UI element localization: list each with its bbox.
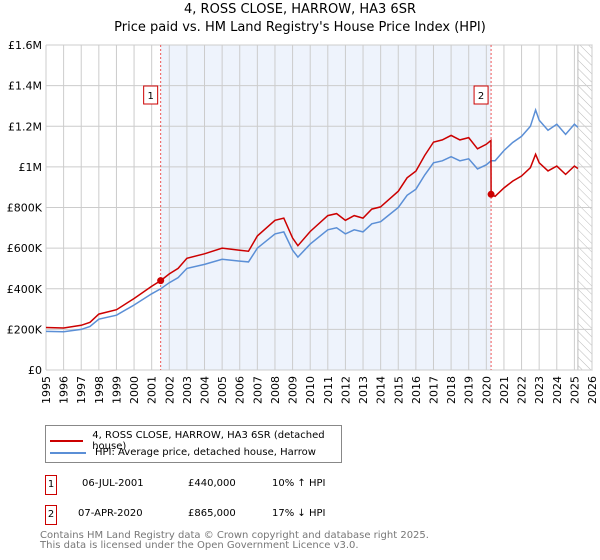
transaction-hpi: 17% ↓ HPI [272,508,326,519]
x-tick-label: 2020 [480,376,493,404]
sale-badge-label: 1 [147,91,153,102]
x-tick-label: 2022 [516,376,529,404]
price-paid-line [45,134,579,329]
x-tick-label: 2012 [339,376,352,404]
y-tick-label: £400K [7,283,43,296]
x-tick-label: 2026 [586,376,599,404]
chart-title: 4, ROSS CLOSE, HARROW, HA3 6SR [184,2,416,17]
x-tick-label: 2021 [498,376,511,404]
x-tick-label: 2011 [322,376,335,404]
legend-item-hpi: HPI: Average price, detached house, Harr… [50,447,316,458]
transaction-badge: 2 [45,505,57,525]
x-tick-label: 2014 [375,376,388,404]
transaction-row: 2 07-APR-2020 £865,000 17% ↓ HPI [45,505,600,525]
hpi-line [45,107,579,333]
x-tick-label: 2002 [163,376,176,404]
x-tick-label: 2001 [146,376,159,404]
sale-point [157,277,165,285]
x-tick-label: 1995 [40,376,53,404]
transaction-price: £440,000 [188,478,236,489]
x-tick-label: 2005 [216,376,229,404]
x-tick-label: 2009 [287,376,300,404]
sale-badge [143,85,159,105]
chart-subtitle: Price paid vs. HM Land Registry's House … [114,20,486,35]
transaction-row: 1 06-JUL-2001 £440,000 10% ↑ HPI [45,475,600,495]
y-tick-label: £1.4M [8,80,42,93]
footer: Contains HM Land Registry data © Crown c… [40,531,429,551]
x-tick-label: 2004 [199,376,212,404]
y-tick-label: £0 [28,364,42,377]
footer-licence: This data is licensed under the Open Gov… [40,540,359,551]
legend: 4, ROSS CLOSE, HARROW, HA3 6SR (detached… [45,425,342,463]
x-tick-label: 2016 [410,376,423,404]
footer-copyright: Contains HM Land Registry data © Crown c… [40,530,429,541]
transaction-date: 07-APR-2020 [78,508,143,519]
transaction-date: 06-JUL-2001 [82,478,144,489]
price-chart: 1995 1996 1997 1998 1999 2000 2001 2002 2003 2004… [7,39,599,404]
y-tick-label: £200K [7,323,43,336]
y-tick-label: £1.2M [8,120,42,133]
y-tick-label: £600K [7,242,43,255]
sale-badge-label: 2 [478,91,484,102]
x-tick-label: 2025 [568,376,581,404]
legend-label: 4, ROSS CLOSE, HARROW, HA3 6SR (detached… [92,430,325,452]
legend-label: HPI: Average price, detached house, Harr… [95,447,316,458]
x-tick-label: 2007 [251,376,264,404]
y-tick-label: £1M [19,161,43,174]
x-tick-label: 1999 [110,376,123,404]
x-tick-label: 1997 [75,376,88,404]
y-tick-label: £800K [7,202,43,215]
transaction-price: £865,000 [188,508,236,519]
x-tick-label: 2015 [392,376,405,404]
x-tick-label: 2008 [269,376,282,404]
sale-point [487,190,495,198]
x-tick-label: 2018 [445,376,458,404]
x-tick-label: 2006 [234,376,247,404]
x-tick-label: 1996 [58,376,71,404]
x-tick-label: 2003 [181,376,194,404]
legend-swatch-red [50,440,84,442]
legend-item-property: 4, ROSS CLOSE, HARROW, HA3 6SR (detached… [50,430,341,452]
legend-swatch-blue [50,451,86,454]
transaction-badge: 1 [45,475,57,495]
sale-badge [473,85,489,105]
transaction-hpi: 10% ↑ HPI [272,478,326,489]
x-tick-label: 2023 [533,376,546,404]
x-tick-label: 2024 [551,376,564,404]
x-tick-label: 1998 [93,376,106,404]
x-tick-label: 2013 [357,376,370,404]
x-tick-label: 2017 [427,376,440,404]
x-tick-label: 2000 [128,376,141,404]
x-tick-label: 2019 [463,376,476,404]
y-tick-label: £1.6M [8,39,42,52]
x-tick-label: 2010 [304,376,317,404]
